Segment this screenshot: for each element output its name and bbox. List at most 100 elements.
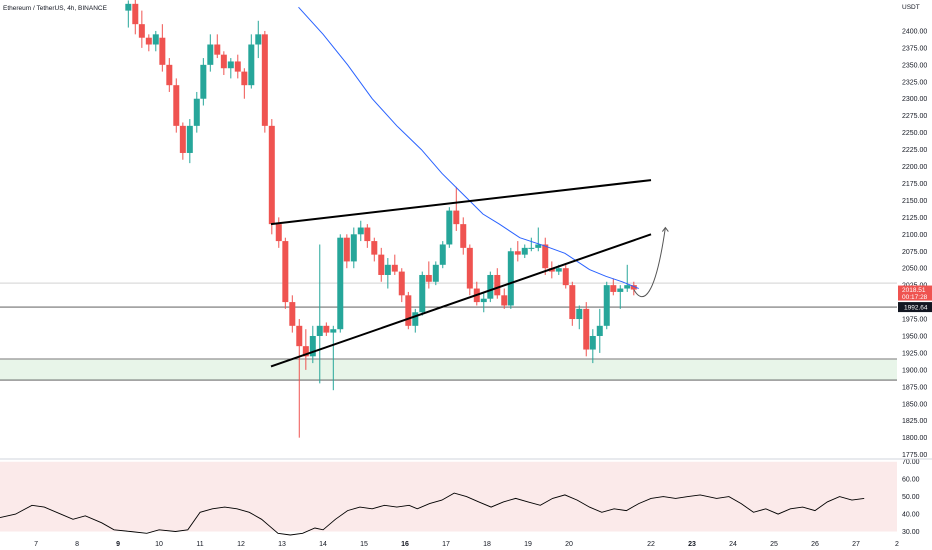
currency-label: USDT [902,4,920,11]
candle[interactable] [166,58,173,92]
candle[interactable] [480,291,487,313]
candle[interactable] [494,268,501,299]
candle-body [248,44,255,86]
price-tick-label: 2150.00 [902,198,927,205]
candle-body [528,247,535,249]
candle-body [466,247,473,289]
candle[interactable] [425,261,432,289]
candle[interactable] [548,261,555,279]
candle[interactable] [220,51,227,76]
candle[interactable] [487,271,494,303]
candle[interactable] [405,291,412,330]
candle[interactable] [241,68,248,99]
candle[interactable] [296,319,303,438]
candle[interactable] [460,217,467,255]
candle[interactable] [248,34,255,89]
candle[interactable] [173,78,180,133]
candle[interactable] [446,207,453,248]
candle[interactable] [323,322,330,336]
candle[interactable] [234,54,241,79]
candle[interactable] [528,237,535,252]
candle-body [323,325,330,333]
candle[interactable] [227,58,234,79]
price-pane[interactable] [0,0,897,438]
candle[interactable] [255,20,262,59]
candle[interactable] [419,271,426,316]
candle[interactable] [583,302,590,357]
candle[interactable] [350,227,357,269]
candle[interactable] [576,305,583,330]
candle[interactable] [214,34,221,59]
candle[interactable] [186,119,193,164]
candle[interactable] [207,34,214,72]
candle[interactable] [125,0,132,28]
candle[interactable] [302,329,309,370]
candle[interactable] [343,234,350,269]
candle[interactable] [630,281,637,296]
candle[interactable] [514,241,521,262]
candle[interactable] [466,244,473,296]
candle[interactable] [309,325,316,364]
candle[interactable] [200,58,207,106]
candle-body [487,274,494,299]
candle[interactable] [152,30,159,52]
candle[interactable] [138,10,145,48]
candle-body [569,285,576,320]
candle[interactable] [384,258,391,289]
candle[interactable] [145,34,152,52]
rsi-pane[interactable] [0,461,897,536]
candle[interactable] [439,241,446,269]
time-axis[interactable]: 7 8 9 10 11 12 13 14 15 16 17 18 19 20 22 23 24 25 26 27 2 [34,541,899,548]
candle[interactable] [501,288,508,309]
candle[interactable] [562,264,569,289]
moving-average-line[interactable] [298,6,639,289]
candle[interactable] [603,281,610,330]
support-zone[interactable] [0,359,897,381]
candle-body [132,3,139,25]
candle[interactable] [193,91,200,133]
candle[interactable] [589,329,596,364]
candle[interactable] [569,281,576,326]
candle[interactable] [596,308,603,353]
candle[interactable] [268,119,275,235]
candle-body [364,227,371,242]
candle[interactable] [330,325,337,391]
candle[interactable] [337,234,344,333]
candle[interactable] [432,261,439,286]
candle[interactable] [357,220,364,242]
candle[interactable] [391,254,398,275]
time-tick-label: 7 [34,541,38,548]
rsi-line[interactable] [0,492,865,536]
candle[interactable] [371,237,378,262]
candle[interactable] [364,224,371,248]
price-axis[interactable]: 2400.00 2375.00 2350.00 2325.00 2300.00 2275.… [902,28,927,536]
price-tick-label: 1900.00 [902,367,927,374]
candle[interactable] [159,24,166,72]
candle[interactable] [316,244,323,384]
candle[interactable] [617,285,624,309]
candle[interactable] [412,308,419,333]
candle[interactable] [542,237,549,275]
candle[interactable] [132,0,139,35]
candle[interactable] [507,247,514,309]
price-tick-label: 1875.00 [902,384,927,391]
candle[interactable] [261,30,268,133]
candle[interactable] [289,295,296,333]
candle[interactable] [610,278,617,296]
rsi-tick-label: 40.00 [902,512,920,519]
candle[interactable] [624,264,631,292]
candle[interactable] [398,268,405,303]
candle[interactable] [179,122,186,160]
candle[interactable] [282,237,289,309]
trendline[interactable] [270,179,652,226]
candle[interactable] [535,227,542,252]
candle[interactable] [378,247,385,282]
projection-path[interactable] [633,227,666,298]
candle[interactable] [521,244,528,259]
candle[interactable] [453,186,460,231]
candle-body [398,271,405,296]
trendline[interactable] [270,233,652,368]
time-tick-label: 14 [319,541,327,548]
time-tick-label: 20 [565,541,573,548]
